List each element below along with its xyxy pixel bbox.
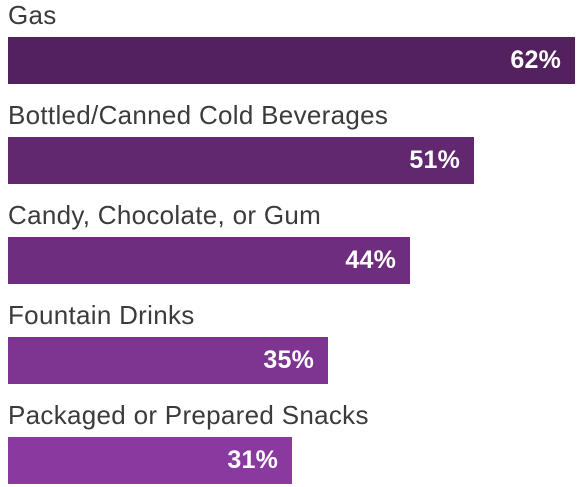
bar-value-label: 44% (345, 246, 396, 274)
bar: 44% (8, 237, 410, 284)
bar-value-label: 62% (510, 46, 561, 74)
bar: 62% (8, 37, 575, 84)
bar: 51% (8, 137, 474, 184)
category-label: Gas (8, 0, 57, 30)
bar: 31% (8, 437, 292, 484)
category-label: Packaged or Prepared Snacks (8, 400, 369, 430)
bar-value-label: 35% (263, 346, 314, 374)
category-label: Fountain Drinks (8, 300, 195, 330)
bar: 35% (8, 337, 328, 384)
bar-value-label: 31% (227, 446, 278, 474)
bar-value-label: 51% (409, 146, 460, 174)
category-label: Bottled/Canned Cold Beverages (8, 100, 389, 130)
category-label: Candy, Chocolate, or Gum (8, 200, 322, 230)
